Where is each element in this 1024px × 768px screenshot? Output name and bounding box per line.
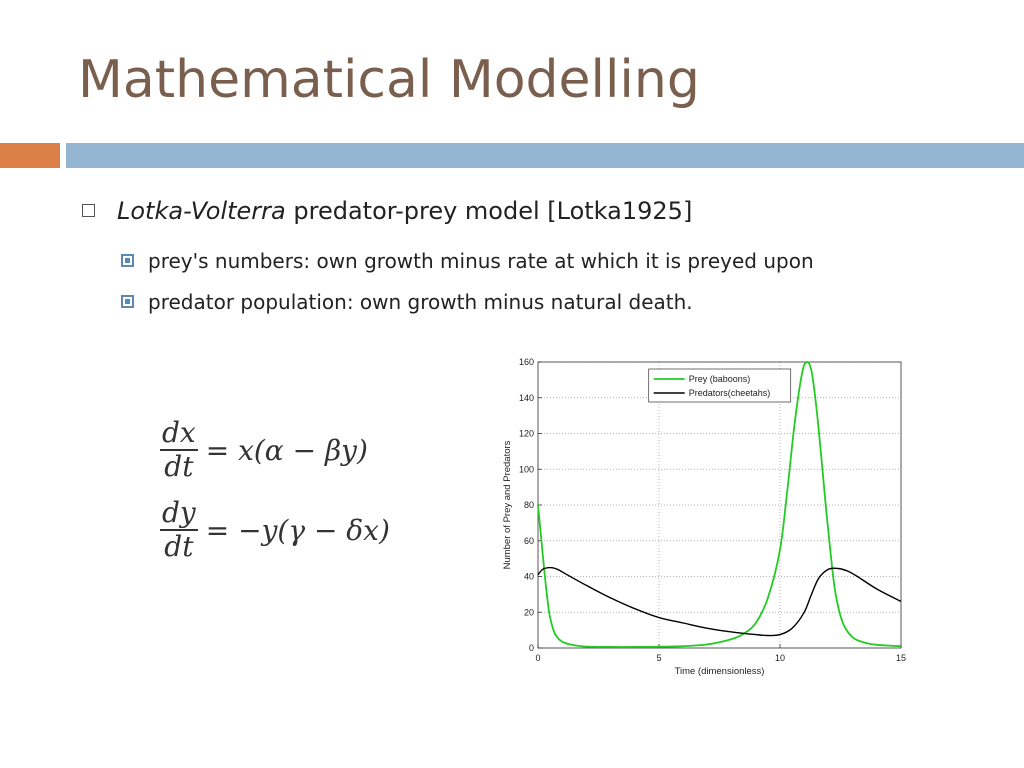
- x-tick-label: 0: [535, 653, 540, 663]
- eq2-numerator: dy: [160, 496, 198, 531]
- predator-prey-chart: 0 20 40 60 80 100 120 140 160 0 5 10 15 Time (dimensi…: [502, 357, 906, 677]
- equation-1: dx dt = x(α − βy): [160, 410, 390, 490]
- y-axis-label: Number of Prey and Predators: [502, 440, 513, 569]
- y-tick-label: 20: [524, 607, 534, 617]
- sub-bullet-text: predator population: own growth minus na…: [148, 290, 693, 314]
- y-tick-label: 40: [524, 572, 534, 582]
- chart-grid: [537, 361, 902, 649]
- accent-bar-orange: [0, 143, 60, 168]
- x-axis-label: Time (dimensionless): [675, 666, 765, 677]
- prey-series-line: [537, 361, 902, 648]
- y-tick-label: 160: [519, 357, 534, 367]
- lotka-volterra-equations: dx dt = x(α − βy) dy dt = −y(γ − δx): [160, 410, 390, 570]
- bullet-italic-text: Lotka-Volterra: [117, 197, 286, 225]
- equation-2: dy dt = −y(γ − δx): [160, 490, 390, 570]
- legend-label: Prey (baboons): [689, 374, 751, 384]
- sub-bullet-text: prey's numbers: own growth minus rate at…: [148, 249, 814, 273]
- x-tick-label: 10: [775, 653, 785, 663]
- slide-title: Mathematical Modelling: [78, 50, 700, 110]
- legend-box: [648, 368, 792, 403]
- predator-series-line: [537, 566, 902, 637]
- y-tick-label: 100: [519, 464, 534, 474]
- filled-square-bullet-icon: [121, 295, 134, 308]
- chart-legend: Prey (baboons) Predators(cheetahs): [648, 368, 792, 403]
- eq1-denominator: dt: [164, 450, 194, 483]
- eq2-denominator: dt: [164, 530, 194, 563]
- accent-bar-blue: [66, 143, 1024, 168]
- y-tick-label: 80: [524, 500, 534, 510]
- y-tick-label: 60: [524, 536, 534, 546]
- x-tick-label: 15: [896, 653, 906, 663]
- eq1-rhs: = x(α − βy): [205, 433, 368, 467]
- legend-label: Predators(cheetahs): [689, 388, 771, 398]
- chart-series: [537, 361, 902, 648]
- x-tick-label: 5: [656, 653, 661, 663]
- y-tick-label: 140: [519, 393, 534, 403]
- bullet-text: predator-prey model [Lotka1925]: [285, 197, 693, 225]
- bullet-level2-b: predator population: own growth minus na…: [121, 290, 693, 314]
- filled-square-bullet-icon: [121, 254, 134, 267]
- bullet-level2-a: prey's numbers: own growth minus rate at…: [121, 249, 814, 273]
- eq2-rhs: = −y(γ − δx): [205, 513, 390, 547]
- y-tick-label: 0: [529, 643, 534, 653]
- eq1-numerator: dx: [160, 416, 198, 451]
- y-tick-label: 120: [519, 429, 534, 439]
- bullet-level1: Lotka-Volterra predator-prey model [Lotk…: [82, 197, 692, 225]
- square-bullet-icon: [82, 203, 95, 217]
